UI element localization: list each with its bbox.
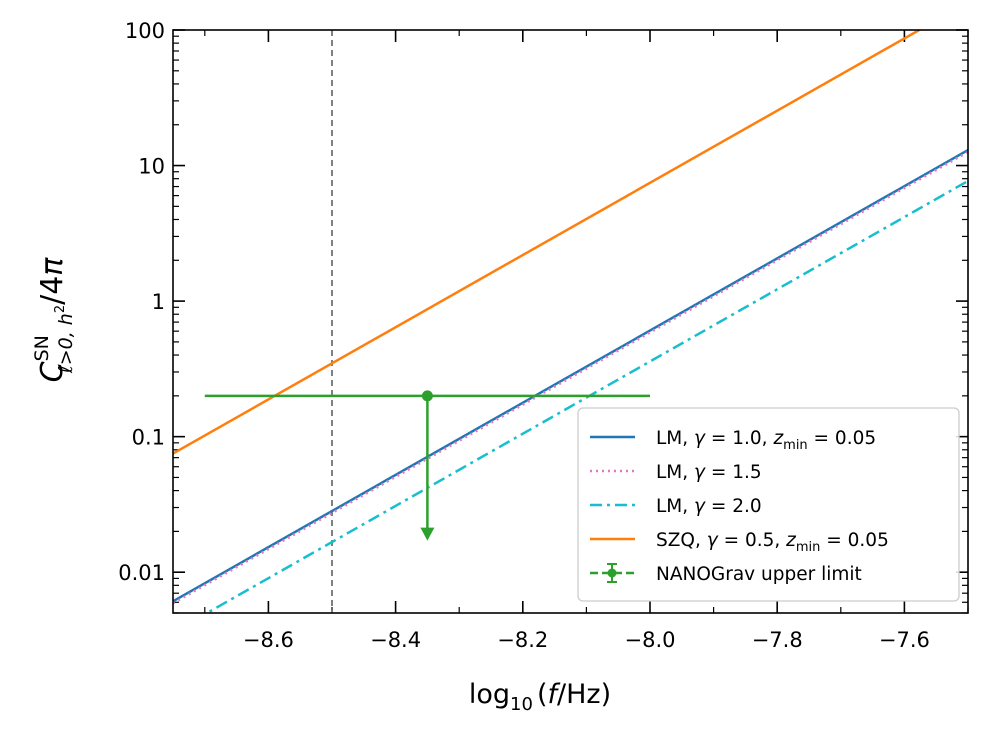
series-line-1 bbox=[173, 149, 968, 603]
series-line-4 bbox=[173, 30, 922, 455]
legend-swatch-errorbar-point bbox=[607, 568, 617, 578]
x-axis-title: log10 (f/Hz) bbox=[469, 679, 611, 715]
legend-box bbox=[577, 407, 960, 602]
errorbar-arrow-head bbox=[420, 527, 435, 541]
errorbar-point bbox=[421, 390, 433, 402]
y-tick-label: 10 bbox=[138, 155, 165, 179]
x-tick-label: −8.4 bbox=[370, 628, 421, 652]
legend: LM, γ = 1.0, zmin = 0.05 LM, γ = 1.5 LM, γ… bbox=[577, 407, 960, 602]
y-axis-title: CSN ℓ>0, h2/4π bbox=[31, 257, 77, 383]
x-tick-label: −8.2 bbox=[497, 628, 548, 652]
y-axis: 0.01 0.1 1 10 100 bbox=[118, 19, 968, 614]
legend-label-2: LM, γ = 1.5 bbox=[656, 462, 762, 483]
series-line-3 bbox=[204, 179, 968, 613]
legend-label-3: LM, γ = 2.0 bbox=[656, 496, 762, 517]
legend-label-4: SZQ, γ = 0.5, zmin = 0.05 bbox=[656, 530, 889, 555]
series-line-2 bbox=[173, 150, 968, 605]
x-tick-label: −8.6 bbox=[243, 628, 294, 652]
x-axis: −8.6 −8.4 −8.2 −8.0 −7.8 −7.6 bbox=[204, 30, 969, 652]
y-tick-label: 0.1 bbox=[132, 426, 165, 450]
y-tick-label: 0.01 bbox=[118, 561, 165, 585]
legend-label-5: NANOGrav upper limit bbox=[656, 564, 862, 585]
x-tick-label: −7.6 bbox=[879, 628, 930, 652]
plot-frame bbox=[172, 29, 969, 614]
y-tick-label: 100 bbox=[125, 19, 165, 43]
x-tick-label: −7.8 bbox=[752, 628, 803, 652]
x-tick-label: −8.0 bbox=[625, 628, 676, 652]
y-tick-label: 1 bbox=[152, 290, 165, 314]
plot-area bbox=[173, 30, 968, 613]
legend-label-1: LM, γ = 1.0, zmin = 0.05 bbox=[656, 428, 876, 453]
